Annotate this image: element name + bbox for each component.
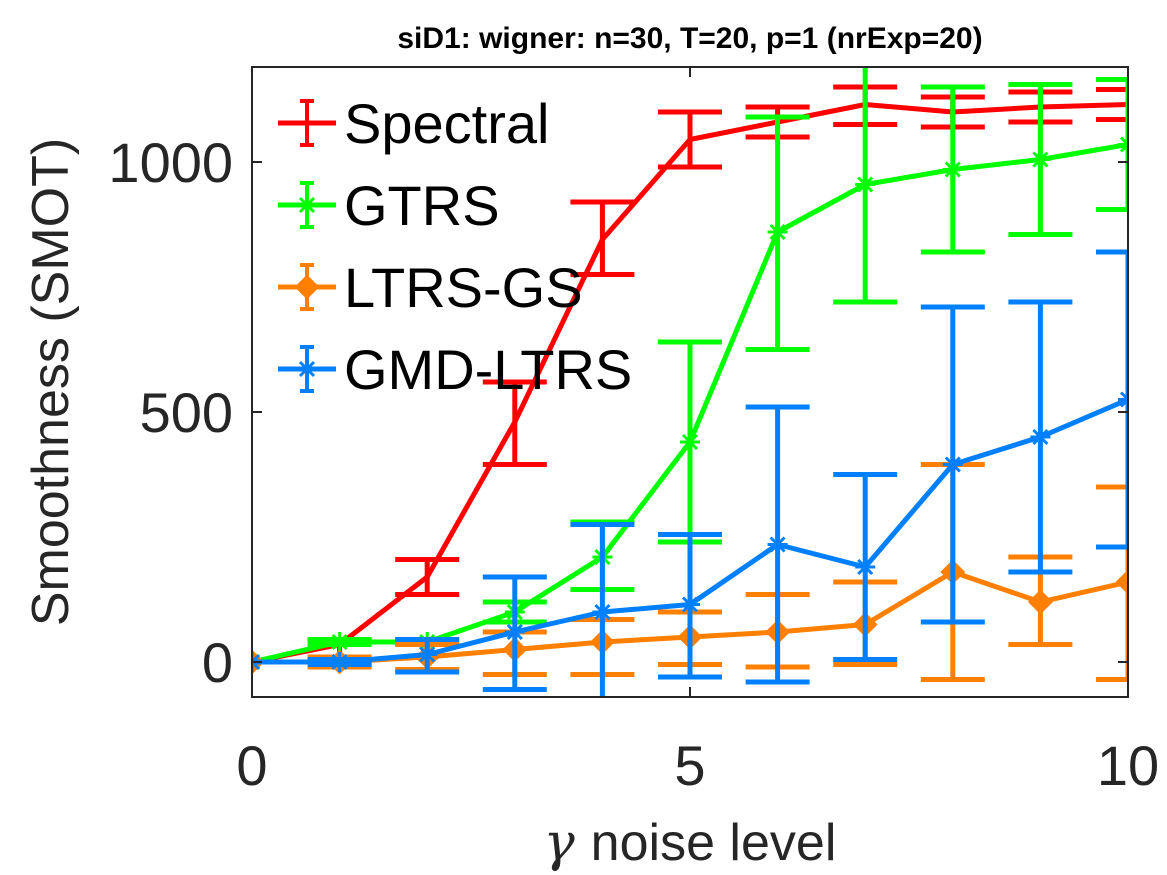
- data-point-gmd-ltrs: [329, 652, 350, 672]
- y-axis-label: Smoothness (SMOT): [22, 138, 80, 626]
- y-tick-label-1000: 1000: [108, 131, 233, 194]
- legend-label-spectral: Spectral: [344, 92, 549, 155]
- data-point-gtrs: [855, 174, 876, 195]
- data-point-gtrs: [942, 159, 963, 180]
- data-point-gtrs: [329, 632, 350, 652]
- data-point-ltrs-gs: [1115, 569, 1128, 595]
- data-point-gmd-ltrs: [680, 594, 700, 615]
- chart-title: siD1: wigner: n=30, T=20, p=1 (nrExp=20): [397, 22, 982, 55]
- legend-item-spectral: Spectral: [278, 92, 549, 155]
- axis-ticks: [251, 67, 1129, 697]
- x-axis-label-text: noise level: [591, 814, 837, 872]
- data-point-gmd-ltrs: [942, 454, 963, 475]
- data-point-gtrs: [1030, 149, 1051, 170]
- data-point-gmd-ltrs: [855, 557, 876, 577]
- y-tick-label-0: 0: [202, 631, 233, 694]
- x-axis-label: γ noise level: [544, 813, 837, 873]
- plot-content: [252, 67, 1128, 697]
- legend-label-ltrs-gs: LTRS-GS: [344, 256, 583, 319]
- legend-marker: [297, 195, 317, 215]
- x-tick-label-0: 0: [236, 734, 267, 797]
- data-point-gtrs: [680, 432, 700, 452]
- x-tick-label-5: 5: [674, 734, 705, 797]
- legend: Spectral GTRS LTRS-GS GMD-LTRS: [278, 92, 632, 401]
- legend-item-ltrs-gs: LTRS-GS: [278, 256, 583, 319]
- data-point-gmd-ltrs: [417, 644, 438, 665]
- data-point-gmd-ltrs: [767, 534, 788, 555]
- legend-marker: [294, 274, 320, 300]
- series-line-spectral: [252, 102, 1128, 665]
- legend-label-gmd-ltrs: GMD-LTRS: [344, 338, 632, 401]
- legend-marker: [297, 359, 317, 379]
- y-tick-label-500: 500: [140, 381, 233, 444]
- legend-label-gtrs: GTRS: [344, 174, 500, 237]
- data-point-gtrs: [767, 222, 788, 242]
- data-point-gmd-ltrs: [1030, 427, 1051, 447]
- data-point-gmd-ltrs: [504, 622, 525, 642]
- legend-item-gmd-ltrs: GMD-LTRS: [278, 338, 632, 401]
- x-axis-label-symbol: γ: [544, 813, 576, 873]
- legend-item-gtrs: GTRS: [278, 174, 500, 237]
- data-point-ltrs-gs: [1027, 589, 1053, 615]
- series-gmd-ltrs: [252, 249, 1128, 697]
- x-tick-label-10: 10: [1097, 734, 1159, 797]
- data-point-gmd-ltrs: [592, 602, 613, 622]
